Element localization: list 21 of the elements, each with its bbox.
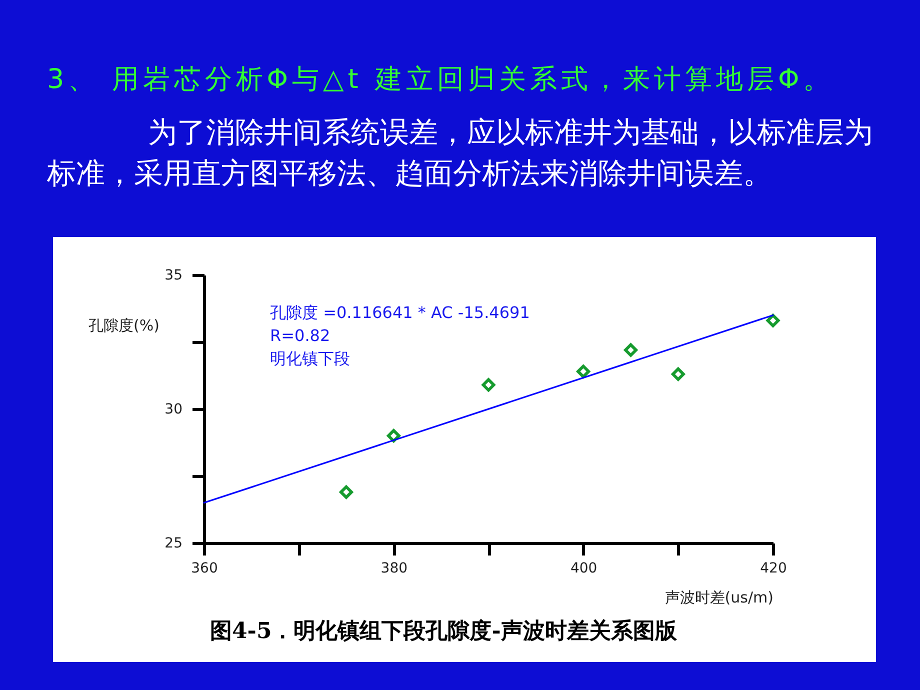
caption: 图4-5．明化镇组下段孔隙度-声波时差关系图版 [210, 617, 677, 645]
y-tick-label: 35 [164, 268, 182, 284]
annotation: R=0.82 [270, 326, 330, 345]
point [671, 367, 685, 381]
x-tick-label: 400 [570, 560, 598, 576]
chart-subtitle: 为了消除井间系统误差，应以标准井为基础，以标准层为标准，采用直方图平移法、趋面分析法来消除井间误差。 [47, 114, 874, 192]
point [576, 364, 590, 378]
annotation: 孔隙度 =0.116641 * AC -15.4691 [270, 303, 530, 322]
y-tick-label: 25 [164, 536, 182, 552]
x-axis-title: 声波时差(us/m) [664, 588, 774, 606]
y-axis-title: 孔隙度(%) [88, 316, 160, 334]
point [482, 378, 496, 392]
point [766, 314, 780, 328]
annotation: 明化镇下段 [270, 349, 350, 368]
chart-title: 3、 用岩芯分析Φ与△t 建立回归关系式，来计算地层Φ。 [47, 63, 834, 97]
point [624, 343, 638, 357]
point [340, 485, 353, 499]
x-tick-label: 380 [380, 560, 408, 576]
x-tick-label: 420 [760, 560, 787, 576]
y-tick-label: 30 [164, 402, 182, 418]
x-tick-label: 360 [191, 560, 218, 576]
